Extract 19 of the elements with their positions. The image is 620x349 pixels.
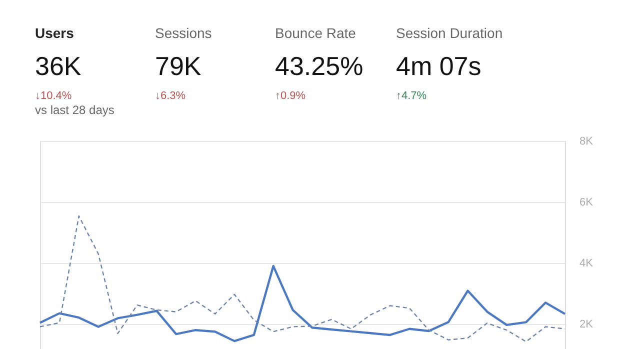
- line-series: [39, 215, 566, 342]
- text: 43.25%: [275, 51, 364, 81]
- y-tick-label: 4K: [580, 257, 594, 270]
- line-series: [38, 264, 566, 342]
- text: vs last 28 days: [35, 103, 114, 117]
- text: ↓10.4%: [35, 90, 72, 102]
- text: 79K: [155, 51, 202, 81]
- text: Bounce Rate: [275, 25, 356, 41]
- text: ↓6.3%: [155, 90, 186, 102]
- y-tick-label: 6K: [580, 196, 594, 208]
- text: ↑0.9%: [275, 90, 306, 102]
- text: ↑4.7%: [396, 90, 427, 102]
- text: Users: [35, 25, 74, 41]
- text: Sessions: [155, 25, 212, 41]
- text: 4m 07s: [396, 51, 482, 81]
- text: 36K: [35, 51, 82, 81]
- y-tick-label: 8K: [580, 136, 594, 148]
- text: Session Duration: [396, 25, 503, 41]
- y-tick-label: 2K: [580, 318, 594, 330]
